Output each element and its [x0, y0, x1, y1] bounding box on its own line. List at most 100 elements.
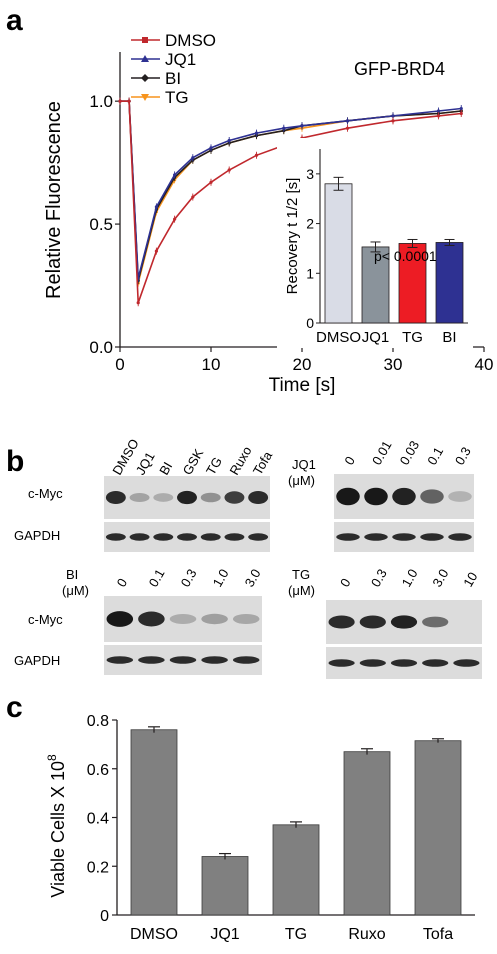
lane-label: 0.03: [397, 438, 423, 467]
data-point: [127, 99, 131, 103]
data-point: [136, 301, 140, 305]
data-point: [209, 180, 213, 184]
dose-drug-label: BI: [66, 567, 78, 582]
blot-band: [153, 533, 174, 541]
dose-unit-label: (μM): [288, 583, 315, 598]
x-tick-label: 0: [115, 355, 124, 374]
recovery-plot: 0 10 20 30 400.00.51.0 GFP-BRD4 Time [s] Rel…: [43, 31, 493, 396]
lane-label: JQ1: [133, 449, 158, 477]
blot-band: [364, 487, 388, 506]
lane-label: 10: [460, 569, 480, 589]
blot-band: [328, 615, 355, 629]
blot-band: [359, 615, 386, 629]
y-tick-label: 0.2: [87, 859, 109, 876]
viability-bar-chart: 0 0.2 0.4 0.6 0.8 DMSO JQ1 TG Ruxo Tofa Viable C…: [45, 713, 475, 943]
lane-label: 0.3: [452, 444, 474, 467]
blot-band: [453, 659, 480, 667]
lane-label: GSK: [180, 446, 207, 478]
blot-band: [177, 490, 197, 505]
data-point: [300, 124, 304, 128]
blot2-lane-labels: 0 0.01 0.03 0.1 0.3: [341, 438, 473, 467]
blot-band: [201, 656, 228, 664]
blot-strip-c-myc-tg: [326, 600, 482, 644]
blot-band: [105, 533, 126, 541]
inset-bar: [435, 242, 464, 324]
lane-label: 3.0: [242, 566, 264, 589]
dose-unit-label: (μM): [288, 473, 315, 488]
lane-label: 0: [114, 576, 131, 590]
lane-label: 0.3: [178, 566, 200, 589]
data-point: [227, 168, 231, 172]
blot-band: [422, 659, 449, 667]
legend-marker: [141, 94, 149, 101]
blot-strip-c-myc-bi: [104, 596, 262, 642]
blot-band: [420, 489, 444, 504]
panel-a-letter: a: [6, 4, 23, 37]
blot-band: [129, 533, 150, 541]
data-point: [209, 146, 213, 150]
y-axis-label: Relative Fluorescence: [43, 101, 65, 299]
inset-bar: [324, 183, 353, 324]
blot-band: [248, 533, 269, 541]
inset-category-label: TG: [402, 329, 423, 346]
dose-drug-label: JQ1: [292, 457, 316, 472]
legend-marker: [141, 74, 149, 82]
blot-band: [138, 656, 165, 664]
lane-label: 0: [341, 454, 358, 468]
inset-y-tick-label: 2: [306, 216, 314, 232]
x-axis-label: Time [s]: [269, 375, 336, 396]
blot-band: [392, 533, 416, 541]
legend-label: JQ1: [165, 50, 196, 69]
data-point: [436, 109, 441, 113]
blot-band: [177, 533, 197, 541]
p-value-annotation: p< 0.0001: [374, 248, 437, 264]
data-point: [459, 111, 463, 116]
data-point: [227, 138, 231, 143]
row-label: c-Myc: [28, 486, 63, 501]
blot-band: [448, 533, 472, 541]
blot-strip-gapdh: [104, 522, 270, 552]
data-point: [173, 173, 177, 177]
blot-band: [224, 491, 245, 504]
dose-drug-label: TG: [292, 567, 310, 582]
blot-band: [201, 613, 228, 625]
panel-c-letter: c: [6, 691, 23, 724]
data-point: [282, 126, 286, 130]
legend-label: TG: [165, 88, 189, 107]
blot-band: [422, 616, 449, 628]
y-tick-label: 0.8: [87, 713, 109, 730]
legend-marker: [141, 55, 149, 62]
lane-label: 1.0: [399, 566, 421, 589]
blot-band: [169, 614, 197, 624]
y-tick-label: 0.5: [89, 215, 113, 234]
data-point: [345, 126, 350, 130]
data-point: [173, 217, 177, 221]
y-tick-label: 0: [100, 908, 109, 925]
blot4-lane-labels: 0 0.3 1.0 3.0 10: [337, 566, 480, 589]
blot-band: [138, 611, 165, 627]
data-point: [436, 114, 441, 118]
category-label: Ruxo: [348, 926, 385, 943]
inset-bar-chart: 0 1 2 3 DMSO JQ1 TG BI Recovery t 1/2 [s] p< 0…: [277, 138, 473, 348]
inset-bar: [398, 243, 427, 324]
data-point: [154, 205, 158, 209]
blot-band: [359, 659, 386, 667]
lane-label: 3.0: [429, 566, 451, 589]
lane-label: 0.01: [369, 438, 395, 467]
data-point: [391, 119, 395, 123]
blot-band: [105, 490, 126, 505]
dose-unit-label: (μM): [62, 583, 89, 598]
x-tick-label: 20: [293, 355, 312, 374]
lane-label: 0.1: [146, 566, 168, 589]
data-point: [391, 114, 395, 118]
legend-marker: [142, 37, 148, 43]
y-tick-label: 0.0: [89, 338, 113, 357]
data-point: [191, 195, 195, 199]
row-label: GAPDH: [14, 528, 60, 543]
lane-label: TG: [203, 454, 225, 477]
bar: [130, 729, 178, 916]
data-point: [154, 249, 158, 253]
